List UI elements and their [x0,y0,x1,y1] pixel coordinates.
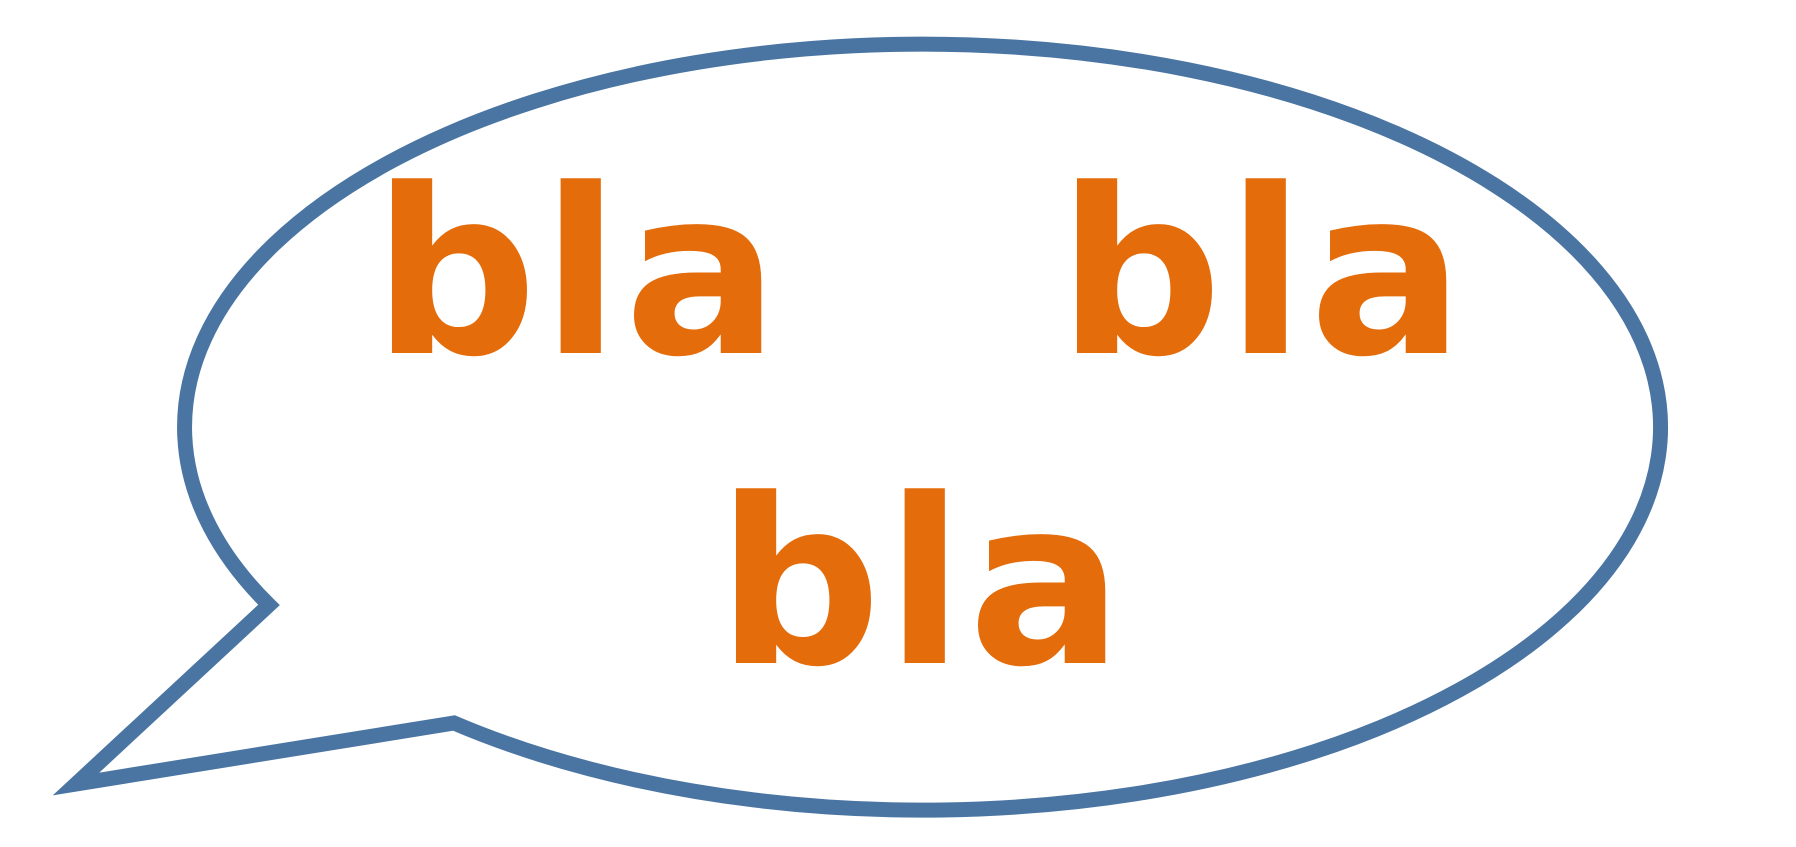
speech-bubble-outline [52,36,1669,818]
bla-word-top-right: bla [1057,141,1469,408]
bla-word-top-left: bla [372,141,784,408]
bla-word-bottom: bla [716,451,1128,718]
